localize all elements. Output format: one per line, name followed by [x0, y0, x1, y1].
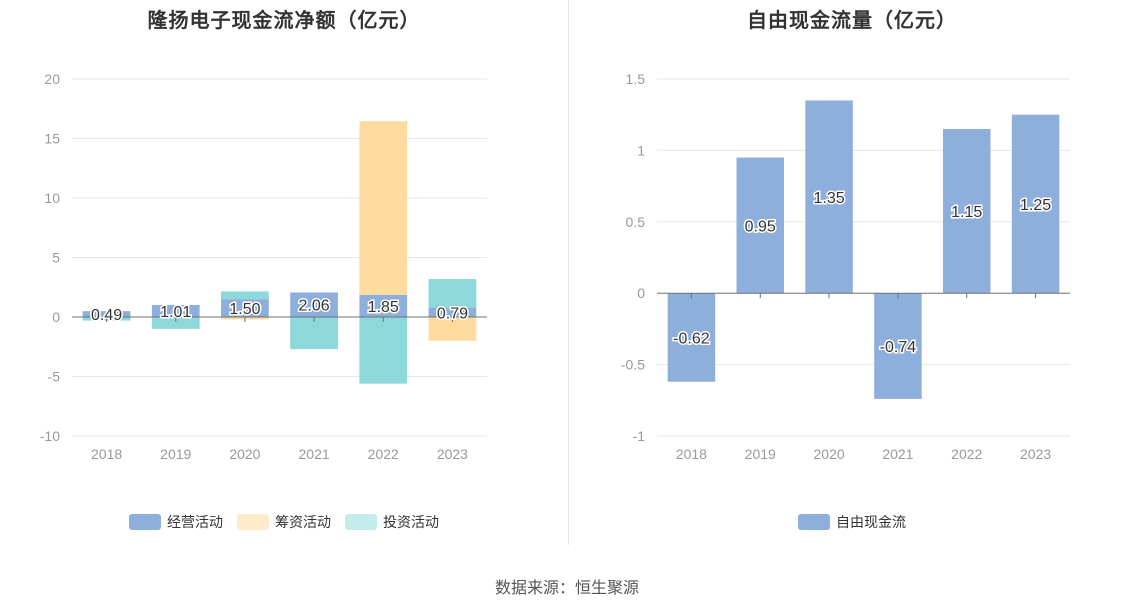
x-tick-label: 2021 [299, 446, 330, 462]
bar-2021-series-2 [290, 317, 338, 350]
legend-item-financing[interactable]: 筹资活动 [237, 512, 331, 532]
x-tick-label: 2023 [437, 446, 468, 462]
data-label-2023: 1.25 [1020, 197, 1051, 214]
bar-2022-series-2 [359, 317, 408, 384]
y-tick-label: 15 [44, 131, 60, 147]
y-tick-label: 10 [44, 190, 60, 206]
y-tick-label: -10 [40, 428, 60, 444]
bar-2022-series-0 [943, 128, 991, 294]
data-label-2019: 0.95 [745, 218, 776, 235]
legend-item-investing[interactable]: 投资活动 [345, 512, 439, 532]
x-tick-label: 2019 [160, 446, 191, 462]
bar-2019-series-2 [151, 317, 200, 329]
x-tick-label: 2018 [676, 446, 707, 462]
y-tick-label: 1.5 [626, 71, 646, 87]
data-label-2020: 1.50 [229, 301, 260, 318]
data-label-2023: 0.79 [437, 305, 468, 322]
data-label-2018: -0.62 [673, 330, 710, 347]
y-tick-label: 5 [52, 250, 60, 266]
legend-label-investing: 投资活动 [383, 515, 439, 531]
y-tick-label: -5 [48, 369, 61, 385]
y-tick-label: 20 [44, 71, 60, 87]
data-label-2018: 0.49 [91, 307, 122, 324]
legend-swatch-financing [237, 514, 269, 530]
panel-divider [568, 0, 569, 545]
data-label-2021: -0.74 [880, 339, 917, 356]
x-tick-label: 2018 [91, 446, 122, 462]
data-label-2020: 1.35 [814, 190, 845, 207]
x-tick-label: 2021 [882, 446, 913, 462]
legend-swatch-investing [345, 514, 377, 530]
bar-2020-series-0 [221, 299, 269, 317]
bar-2022-series-0 [359, 294, 408, 317]
legend-free-cashflow: 自由现金流 [570, 512, 1134, 532]
y-tick-label: -1 [633, 428, 646, 444]
y-tick-label: 0 [637, 285, 645, 301]
data-label-2022: 1.85 [368, 299, 399, 316]
bar-2021-series-0 [874, 293, 922, 399]
legend-label-financing: 筹资活动 [275, 515, 331, 531]
bar-2018-series-0 [667, 293, 716, 382]
chart-title-net-cashflow: 隆扬电子现金流净额（亿元） [147, 8, 421, 32]
bar-2020-series-2 [221, 291, 269, 300]
data-label-2019: 1.01 [160, 304, 191, 321]
free-cashflow-chart: 1.5 1 0.5 0 -0.5 -1 2018 2019 2020 2021 2022 2023 -0… [621, 71, 1070, 462]
legend-label-operating: 经营活动 [167, 515, 223, 531]
bar-2023-series-0 [428, 307, 477, 317]
legend-label-free-cashflow: 自由现金流 [836, 515, 906, 531]
bar-2023-series-0 [1011, 114, 1060, 294]
chart-title-free-cashflow: 自由现金流量（亿元） [747, 8, 957, 32]
legend-swatch-operating [129, 514, 161, 530]
y-tick-label: 0 [52, 309, 60, 325]
x-tick-label: 2022 [951, 446, 982, 462]
data-label-2021: 2.06 [299, 298, 330, 315]
free-cashflow-panel: 自由现金流量（亿元） 1.5 1 0.5 0 -0.5 -1 2018 2019 2020 202… [570, 0, 1134, 545]
bar-2020-series-0 [805, 100, 853, 294]
bar-2019-series-0 [151, 304, 200, 317]
bar-2023-series-2 [428, 279, 477, 308]
data-label-2022: 1.15 [951, 204, 982, 221]
bar-2022-series-1 [359, 121, 408, 295]
bar-2023-series-1 [428, 317, 477, 341]
legend-net-cashflow: 经营活动 筹资活动 投资活动 [0, 512, 568, 532]
net-cashflow-panel: 隆扬电子现金流净额（亿元） 20 15 10 5 0 -5 -10 2018 2019 2020 2… [0, 0, 568, 545]
x-tick-label: 2022 [368, 446, 399, 462]
y-tick-label: 0.5 [626, 214, 646, 230]
bar-2021-series-0 [290, 292, 338, 317]
x-tick-label: 2023 [1020, 446, 1051, 462]
bar-2019-series-0 [736, 157, 784, 294]
net-cashflow-chart: 20 15 10 5 0 -5 -10 2018 2019 2020 2021 2022 2023 0.4… [40, 71, 487, 462]
legend-swatch-free-cashflow [798, 514, 830, 530]
data-source-footer: 数据来源：恒生聚源 [494, 578, 639, 597]
x-tick-label: 2020 [229, 446, 260, 462]
bar-2018-series-0 [82, 311, 131, 317]
legend-item-free-cashflow[interactable]: 自由现金流 [798, 512, 906, 532]
x-tick-label: 2019 [745, 446, 776, 462]
legend-item-operating[interactable]: 经营活动 [129, 512, 223, 532]
x-tick-label: 2020 [814, 446, 845, 462]
y-tick-label: 1 [637, 142, 645, 158]
y-tick-label: -0.5 [621, 357, 645, 373]
